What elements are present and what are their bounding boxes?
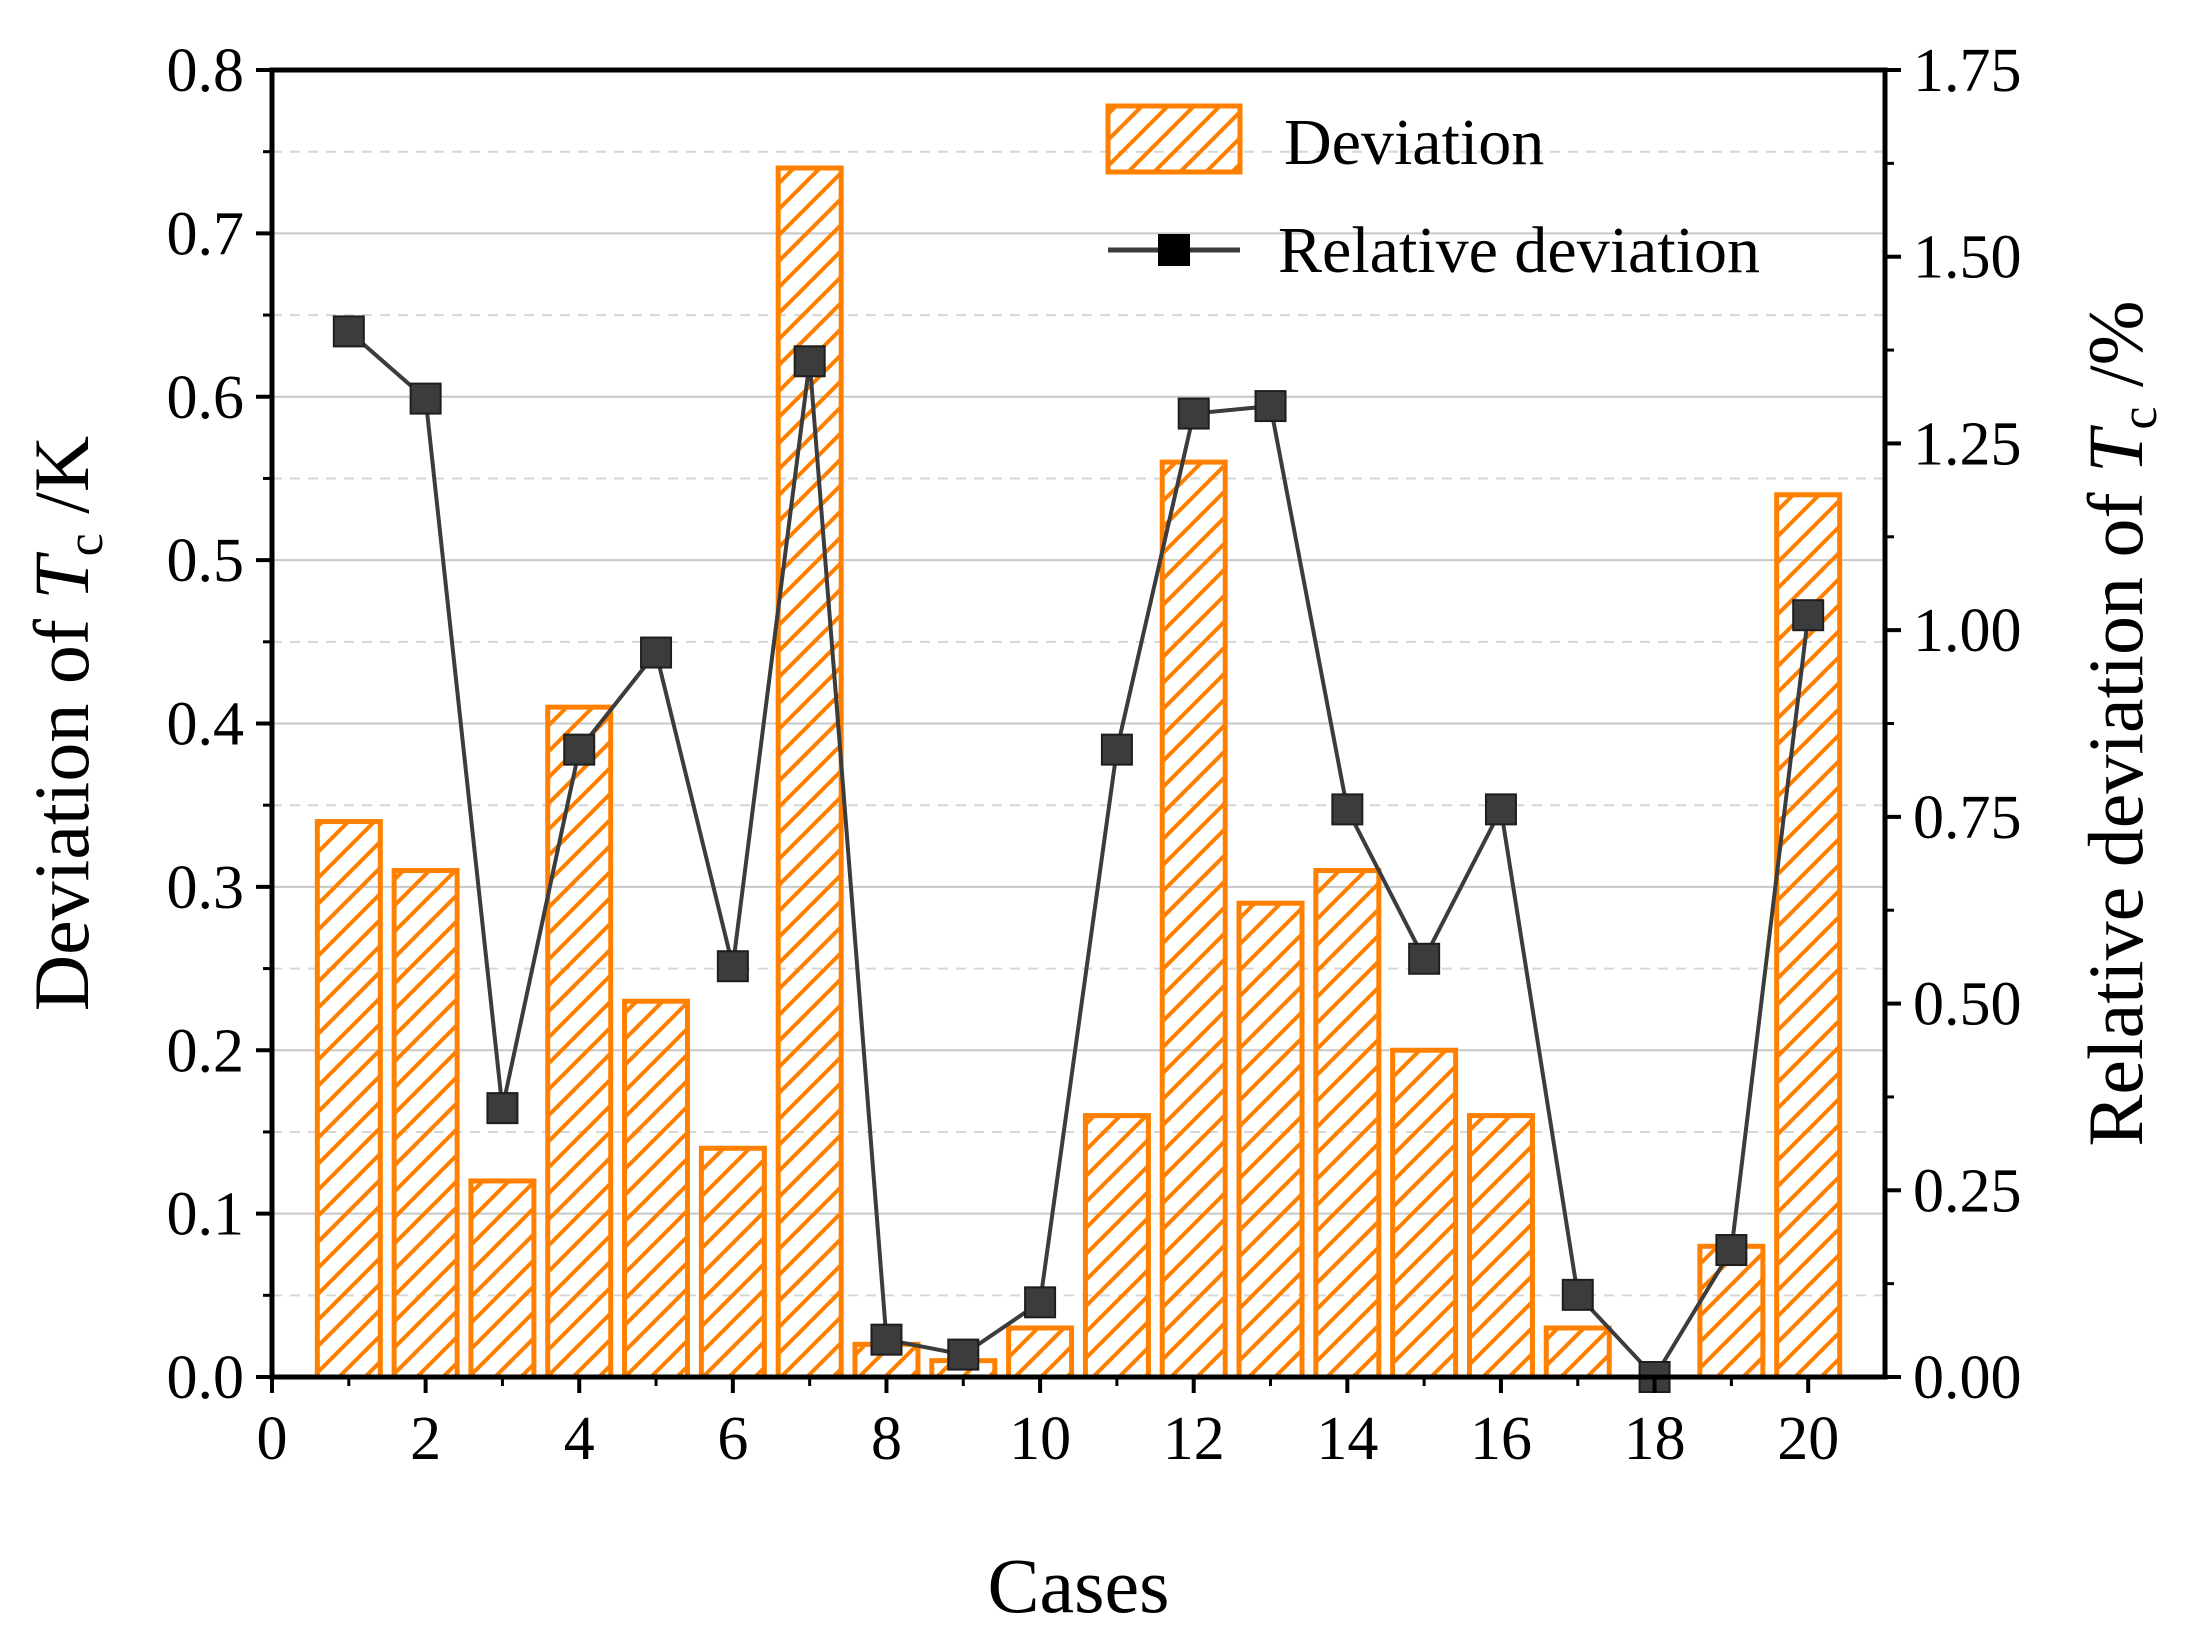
- x-tick-label: 6: [717, 1405, 748, 1473]
- y-axis-title-suffix: /K: [18, 436, 105, 534]
- relative-deviation-point: [1792, 599, 1825, 632]
- bar: [698, 1145, 767, 1380]
- y-tick-label: 0.1: [167, 1181, 245, 1249]
- y-tick-label: 0.0: [167, 1344, 245, 1412]
- x-tick-label: 0: [257, 1405, 288, 1473]
- relative-deviation-point: [1254, 390, 1287, 423]
- bars: [314, 165, 1843, 1380]
- y2-tick-label: 1.00: [1913, 597, 2022, 665]
- bar: [1006, 1325, 1075, 1380]
- bar: [1390, 1047, 1459, 1380]
- axis-ticks: 0.0 0.1 0.2 0.3 0.4 0.5 0.6 0.7 0.8 0.00 0.25 0.50 0…: [167, 37, 2022, 1473]
- y2-axis-title-suffix: /%: [2072, 300, 2159, 406]
- x-tick-label: 12: [1163, 1405, 1225, 1473]
- bar: [1082, 1113, 1151, 1380]
- relative-deviation-point: [1408, 942, 1441, 975]
- bar: [468, 1178, 537, 1380]
- relative-deviation-point: [332, 315, 365, 348]
- y-tick-label: 0.4: [167, 691, 245, 759]
- relative-deviation-line: [347, 329, 1811, 1381]
- x-tick-label: 10: [1009, 1405, 1071, 1473]
- y-axis-title-prefix: Deviation of: [18, 600, 105, 1012]
- x-tick-label: 8: [871, 1405, 902, 1473]
- bar: [1774, 492, 1843, 1380]
- relative-deviation-point: [1100, 733, 1133, 766]
- relative-deviation-point: [1715, 1234, 1748, 1267]
- y2-tick-label: 0.25: [1913, 1157, 2022, 1225]
- y2-tick-label: 1.75: [1913, 37, 2022, 105]
- y2-tick-label: 1.25: [1913, 410, 2022, 478]
- legend: Deviation Relative deviation: [1105, 103, 1760, 287]
- legend-swatch-deviation: [1105, 103, 1243, 175]
- y2-tick-label: 1.50: [1913, 224, 2022, 292]
- bar: [1543, 1325, 1612, 1380]
- relative-deviation-point: [1024, 1286, 1057, 1319]
- relative-deviation-point: [1484, 793, 1517, 826]
- x-axis-title: Cases: [988, 1542, 1170, 1629]
- y-tick-label: 0.3: [167, 854, 245, 922]
- y-tick-label: 0.6: [167, 364, 245, 432]
- x-tick-label: 16: [1470, 1405, 1532, 1473]
- bar: [545, 704, 614, 1380]
- relative-deviation-point: [947, 1338, 980, 1371]
- relative-deviation-point: [793, 345, 826, 378]
- relative-deviation-point: [870, 1323, 903, 1356]
- relative-deviation-point: [1331, 793, 1364, 826]
- x-tick-label: 14: [1316, 1405, 1378, 1473]
- bar: [622, 998, 691, 1380]
- x-tick-label: 4: [564, 1405, 595, 1473]
- y2-axis-title-symbol: T: [2072, 425, 2159, 473]
- y2-tick-label: 0.00: [1913, 1344, 2022, 1412]
- y-axis-title: Deviation of Tc /K: [18, 436, 114, 1012]
- y-tick-label: 0.7: [167, 200, 245, 268]
- y-tick-label: 0.5: [167, 527, 245, 595]
- y2-axis-title-prefix: Relative deviation of: [2072, 473, 2159, 1147]
- bar: [314, 819, 383, 1380]
- relative-deviation-point: [1177, 397, 1210, 430]
- relative-deviation-point: [716, 950, 749, 983]
- relative-deviation-point: [486, 1092, 519, 1125]
- relative-deviation-point: [563, 733, 596, 766]
- legend-label-deviation: Deviation: [1284, 106, 1544, 179]
- legend-marker-relative-deviation: [1158, 234, 1190, 266]
- y2-axis-title-subscript: c: [2111, 407, 2168, 430]
- y-tick-label: 0.2: [167, 1017, 245, 1085]
- y2-tick-label: 0.75: [1913, 784, 2022, 852]
- y-axis-title-symbol: T: [18, 552, 105, 600]
- bar: [1236, 900, 1305, 1380]
- y-axis-title-subscript: c: [57, 533, 114, 556]
- bar: [1313, 868, 1382, 1380]
- legend-label-relative-deviation: Relative deviation: [1278, 214, 1760, 287]
- line-series: [332, 315, 1825, 1393]
- x-tick-label: 18: [1624, 1405, 1686, 1473]
- y2-axis-title: Relative deviation of Tc /%: [2072, 300, 2168, 1146]
- bar: [1159, 459, 1228, 1380]
- y2-tick-label: 0.50: [1913, 971, 2022, 1039]
- relative-deviation-point: [640, 636, 673, 669]
- x-tick-label: 20: [1777, 1405, 1839, 1473]
- relative-deviation-point: [409, 382, 442, 415]
- relative-deviation-point: [1561, 1278, 1594, 1311]
- bar: [1466, 1113, 1535, 1380]
- bar: [391, 868, 460, 1380]
- y-tick-label: 0.8: [167, 37, 245, 105]
- x-tick-label: 2: [410, 1405, 441, 1473]
- gridlines: [272, 150, 1885, 1297]
